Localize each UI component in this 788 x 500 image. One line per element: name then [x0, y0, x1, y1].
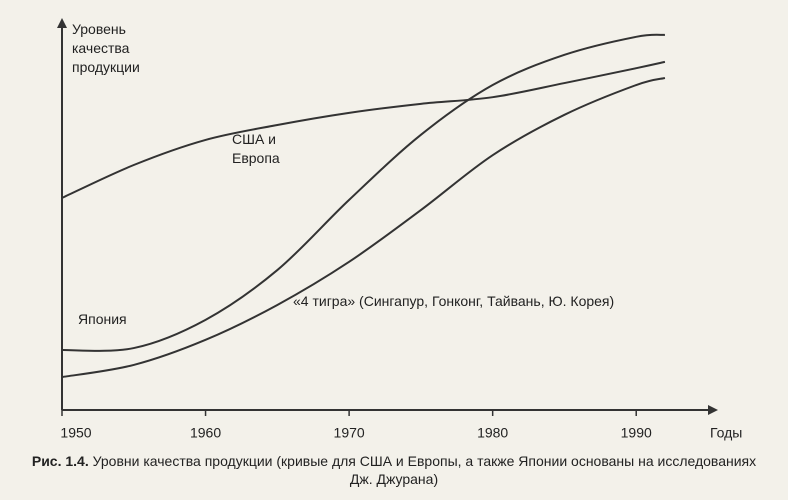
x-tick-label: 1980 [477, 425, 508, 441]
series-line [61, 33, 666, 352]
x-tick-label: 1970 [334, 425, 365, 441]
x-axis-arrow [708, 405, 718, 415]
caption-body: Рис. 1.4. Уровни качества продукции (кри… [19, 452, 769, 488]
caption-text: Уровни качества продукции (кривые для СШ… [92, 453, 757, 487]
x-axis-label: Годы [710, 425, 742, 441]
series-label: Япония [78, 311, 127, 327]
x-tick-label: 1990 [621, 425, 652, 441]
caption: Рис. 1.4. Уровни качества продукции (кри… [0, 452, 788, 488]
chart: Годы 1950 1960 1970 1980 1990 [57, 18, 742, 441]
y-axis-arrow [57, 18, 67, 28]
series-line [61, 60, 666, 199]
series-line [61, 76, 666, 379]
y-axis-label: Уровень качества продукции [72, 21, 140, 75]
x-tick-label: 1950 [60, 425, 91, 441]
x-tick-label: 1960 [190, 425, 221, 441]
caption-label: Рис. 1.4. [31, 453, 89, 469]
series-label: США и Европа [232, 131, 280, 166]
series-label: «4 тигра» (Сингапур, Гонконг, Тайвань, Ю… [293, 293, 615, 309]
